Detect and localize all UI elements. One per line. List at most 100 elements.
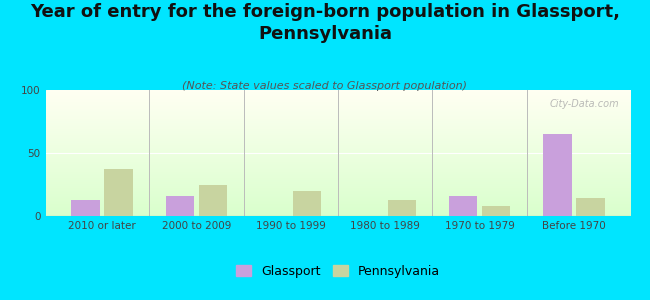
- Bar: [46, 110, 649, 111]
- Text: (Note: State values scaled to Glassport population): (Note: State values scaled to Glassport …: [183, 81, 467, 91]
- Bar: [72, 200, 99, 216]
- Bar: [46, 168, 649, 170]
- Bar: [46, 177, 649, 178]
- Bar: [46, 159, 649, 160]
- Bar: [46, 196, 649, 197]
- Bar: [543, 134, 571, 216]
- Bar: [46, 106, 649, 108]
- Bar: [46, 198, 649, 200]
- Bar: [293, 191, 322, 216]
- Bar: [46, 149, 649, 151]
- Bar: [46, 142, 649, 143]
- Bar: [46, 163, 649, 164]
- Bar: [46, 176, 649, 177]
- Bar: [46, 211, 649, 212]
- Bar: [46, 125, 649, 127]
- Bar: [46, 202, 649, 203]
- Bar: [46, 182, 649, 183]
- Bar: [46, 103, 649, 104]
- Bar: [46, 148, 649, 149]
- Bar: [46, 115, 649, 116]
- Bar: [46, 98, 649, 99]
- Bar: [46, 171, 649, 172]
- Bar: [46, 92, 649, 94]
- Bar: [46, 172, 649, 173]
- Bar: [46, 214, 649, 215]
- Bar: [46, 186, 649, 187]
- Bar: [46, 114, 649, 115]
- Bar: [46, 101, 649, 103]
- Bar: [46, 174, 649, 176]
- Bar: [46, 135, 649, 136]
- Bar: [46, 104, 649, 105]
- Bar: [46, 96, 649, 98]
- Legend: Glassport, Pennsylvania: Glassport, Pennsylvania: [231, 260, 445, 283]
- Bar: [482, 206, 510, 216]
- Bar: [46, 183, 649, 184]
- Bar: [46, 154, 649, 155]
- Bar: [46, 190, 649, 191]
- Bar: [46, 181, 649, 182]
- Bar: [46, 179, 649, 181]
- Bar: [46, 195, 649, 196]
- Bar: [46, 212, 649, 214]
- Bar: [577, 198, 604, 216]
- Bar: [46, 95, 649, 96]
- Bar: [46, 153, 649, 154]
- Bar: [46, 132, 649, 133]
- Bar: [46, 192, 649, 193]
- Bar: [46, 207, 649, 208]
- Bar: [46, 206, 649, 207]
- Bar: [46, 162, 649, 163]
- Bar: [46, 105, 649, 106]
- Bar: [46, 91, 649, 92]
- Bar: [46, 193, 649, 195]
- Bar: [46, 100, 649, 101]
- Bar: [46, 152, 649, 153]
- Bar: [46, 94, 649, 95]
- Bar: [46, 134, 649, 135]
- Bar: [46, 197, 649, 198]
- Bar: [46, 188, 649, 190]
- Bar: [46, 119, 649, 120]
- Bar: [46, 109, 649, 110]
- Bar: [449, 196, 477, 216]
- Bar: [46, 108, 649, 109]
- Bar: [46, 146, 649, 147]
- Bar: [46, 130, 649, 132]
- Bar: [46, 201, 649, 202]
- Text: City-Data.com: City-Data.com: [549, 99, 619, 109]
- Bar: [46, 111, 649, 113]
- Bar: [46, 157, 649, 158]
- Bar: [46, 120, 649, 122]
- Bar: [46, 118, 649, 119]
- Bar: [46, 99, 649, 100]
- Bar: [46, 205, 649, 206]
- Bar: [46, 147, 649, 148]
- Bar: [46, 151, 649, 152]
- Bar: [46, 143, 649, 144]
- Bar: [387, 200, 416, 216]
- Bar: [46, 116, 649, 118]
- Bar: [46, 155, 649, 157]
- Bar: [105, 169, 133, 216]
- Bar: [46, 191, 649, 192]
- Bar: [46, 187, 649, 188]
- Bar: [46, 160, 649, 162]
- Bar: [46, 208, 649, 210]
- Bar: [46, 113, 649, 114]
- Bar: [46, 136, 649, 138]
- Bar: [46, 215, 649, 216]
- Bar: [46, 173, 649, 174]
- Bar: [46, 200, 649, 201]
- Bar: [46, 123, 649, 124]
- Bar: [46, 144, 649, 145]
- Bar: [46, 127, 649, 128]
- Bar: [46, 167, 649, 168]
- Bar: [46, 140, 649, 142]
- Bar: [46, 178, 649, 179]
- Bar: [46, 164, 649, 166]
- Bar: [46, 129, 649, 130]
- Bar: [46, 128, 649, 129]
- Text: Year of entry for the foreign-born population in Glassport,
Pennsylvania: Year of entry for the foreign-born popul…: [30, 3, 620, 43]
